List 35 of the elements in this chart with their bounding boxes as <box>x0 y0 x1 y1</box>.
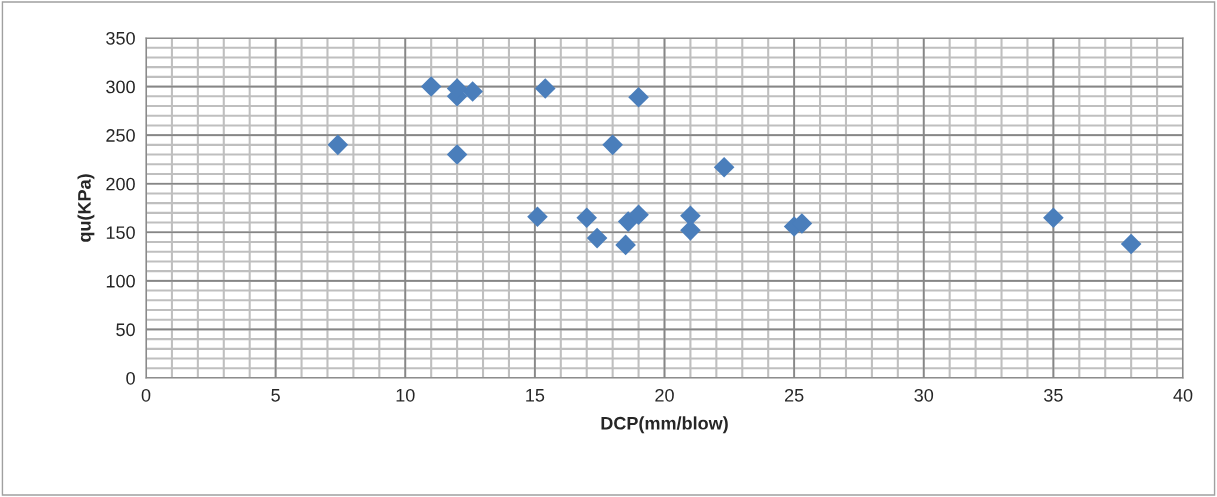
y-tick-label: 100 <box>106 274 135 288</box>
y-tick-label: 350 <box>106 31 135 45</box>
x-tick-label: 5 <box>271 389 280 402</box>
point <box>527 206 548 228</box>
point <box>680 220 701 241</box>
y-tick-label: 150 <box>106 226 135 240</box>
point <box>534 78 556 99</box>
x-tick-label: 15 <box>526 389 545 402</box>
point <box>602 134 623 156</box>
point <box>713 156 735 178</box>
point <box>628 86 649 108</box>
x-tick-label: 35 <box>1044 388 1063 402</box>
point <box>576 207 598 229</box>
point <box>615 234 636 256</box>
point <box>327 134 349 156</box>
x-tick-label: 20 <box>655 388 674 402</box>
point <box>462 81 483 102</box>
y-tick-label: 0 <box>126 371 135 385</box>
point <box>1120 233 1142 255</box>
y-axis-title: qu(KPa) <box>77 174 95 242</box>
point <box>446 144 468 165</box>
point <box>628 204 649 226</box>
y-tick-label: 50 <box>116 323 135 337</box>
y-tick-label: 200 <box>106 177 135 191</box>
x-tick-label: 40 <box>1173 388 1193 402</box>
x-axis-title: DCP(mm/blow) <box>601 416 728 434</box>
point <box>420 76 442 97</box>
x-tick-label: 0 <box>141 388 151 402</box>
point <box>1043 207 1064 229</box>
y-tick-label: 250 <box>106 129 135 142</box>
x-tick-label: 30 <box>914 388 934 402</box>
x-tick-label: 10 <box>396 388 415 402</box>
point <box>586 227 608 249</box>
y-tick-label: 300 <box>106 80 135 94</box>
x-tick-label: 25 <box>784 388 804 402</box>
